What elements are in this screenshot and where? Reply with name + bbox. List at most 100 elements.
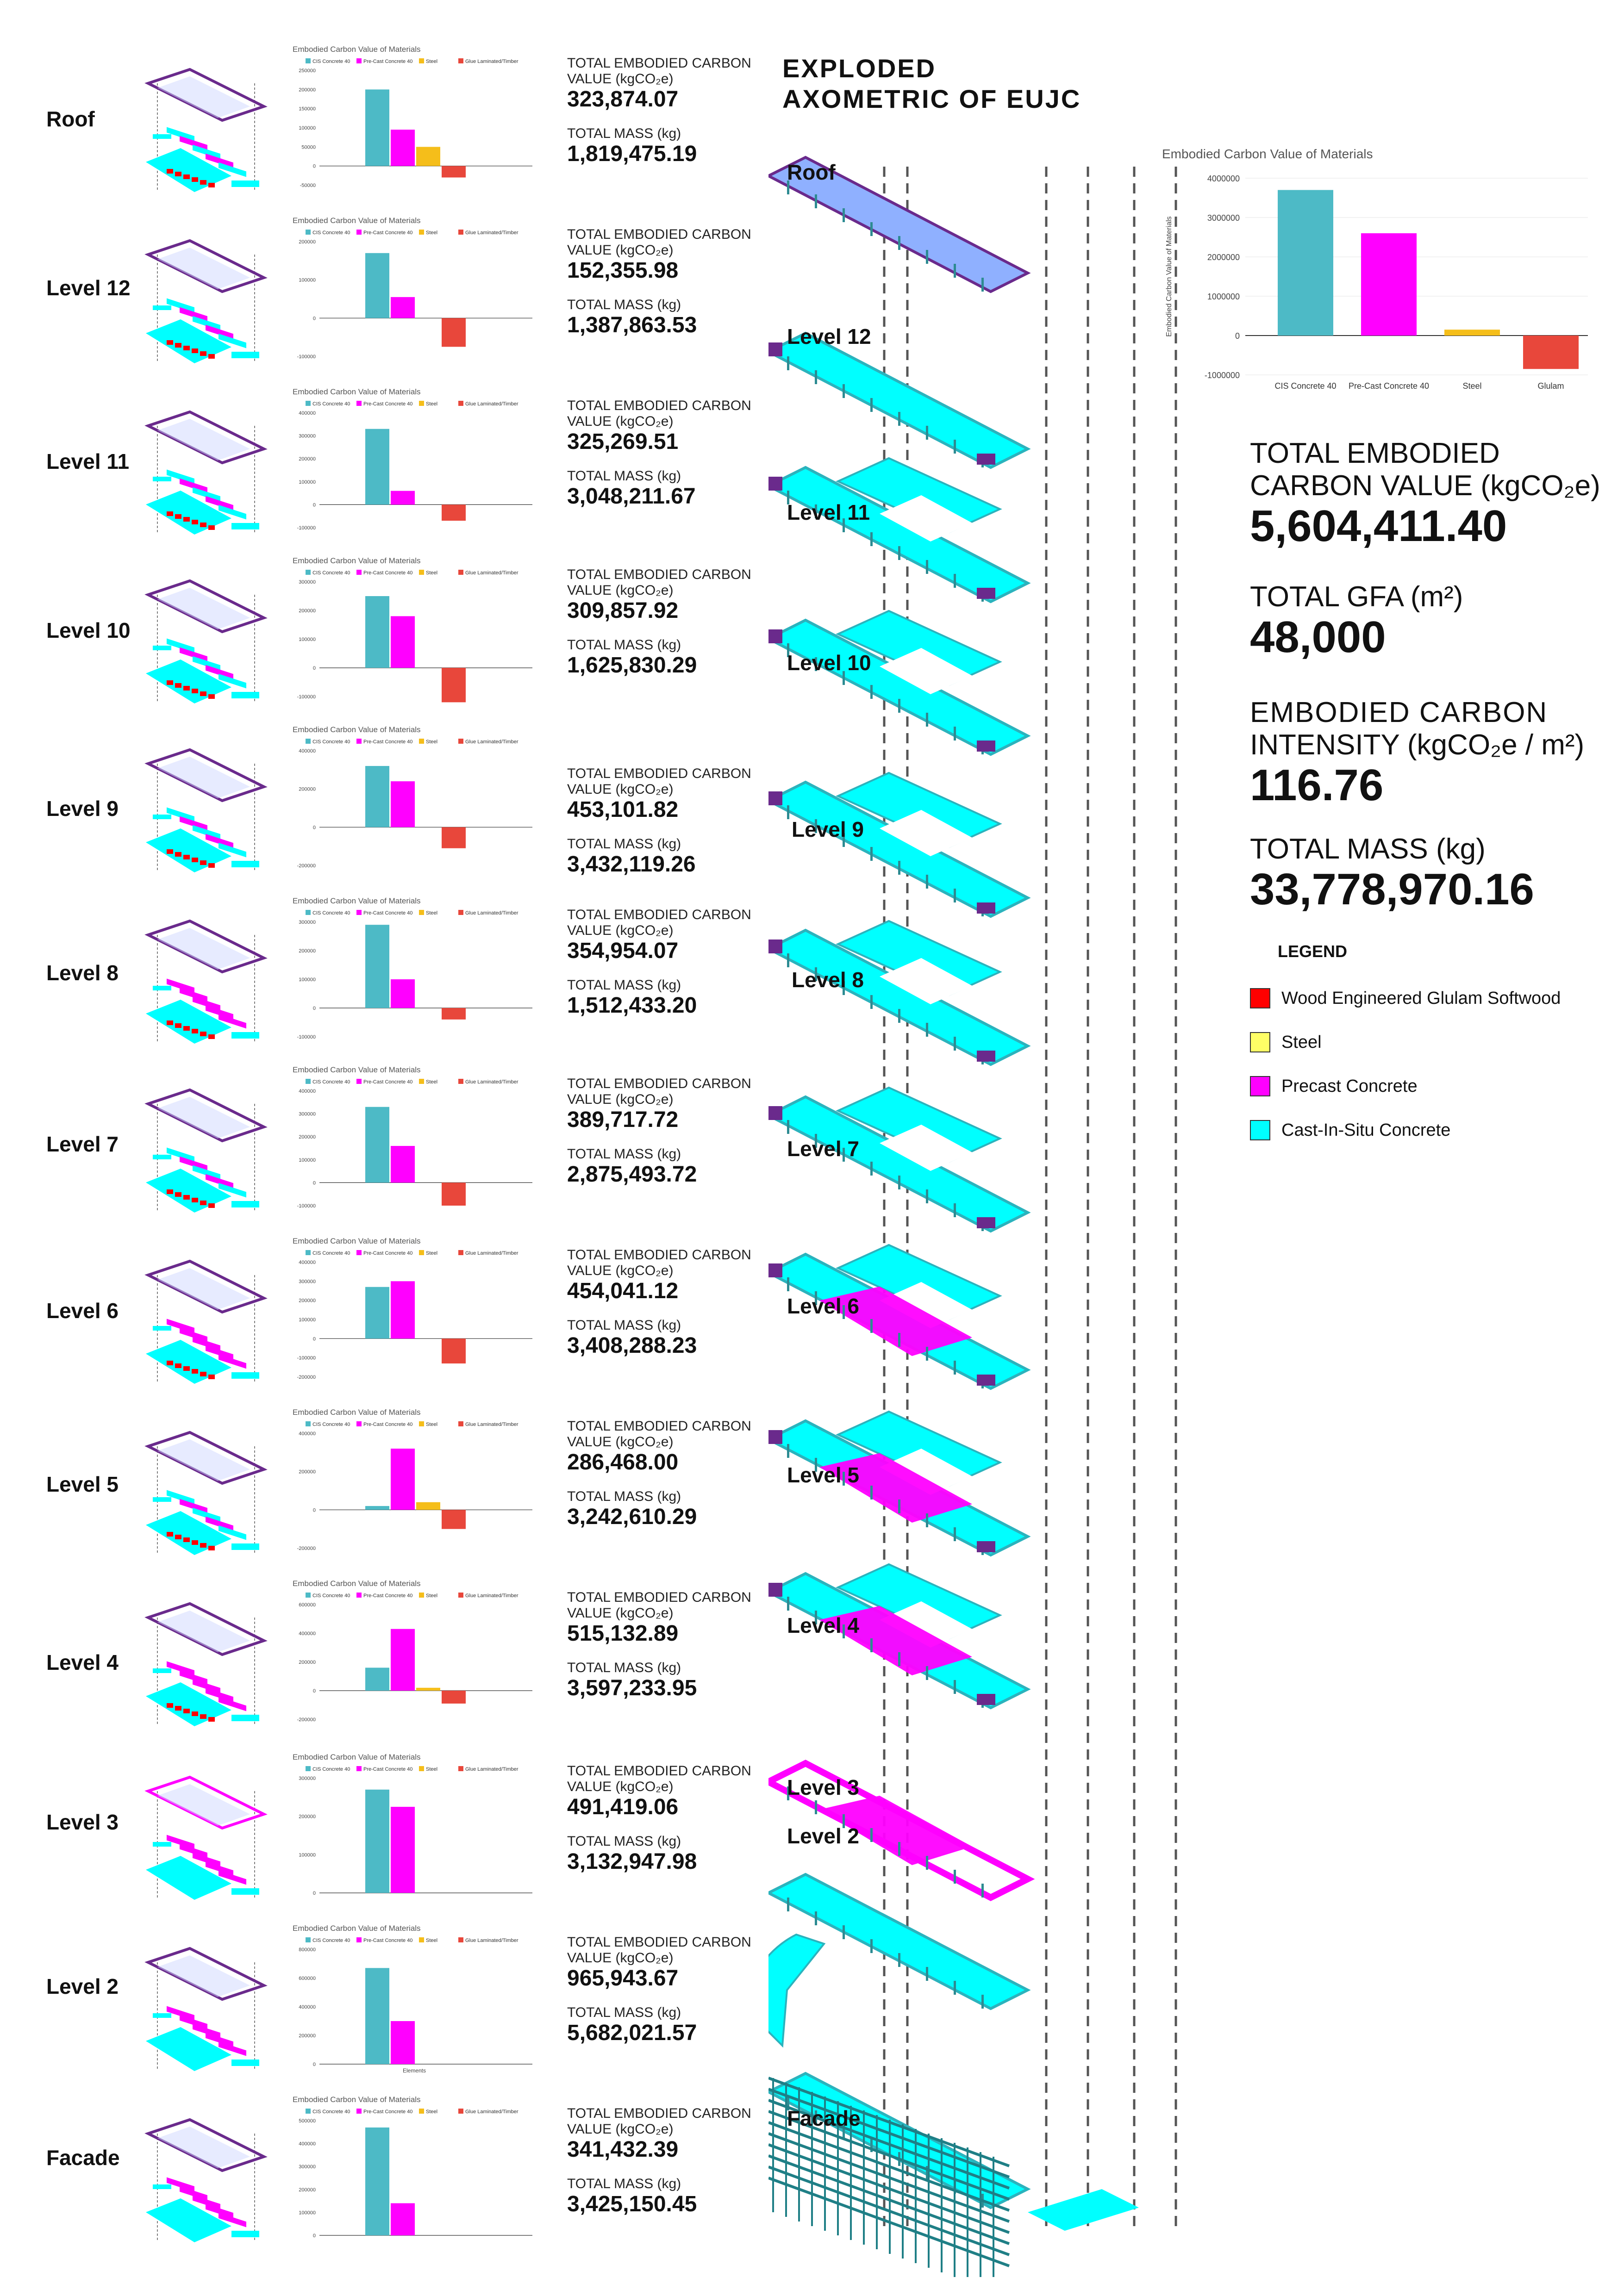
stat-spacer [567, 1475, 751, 1489]
mini-legend-swatch [306, 58, 311, 63]
mini-legend-label: Pre-Cast Concrete 40 [363, 1593, 412, 1599]
thumb-piece [153, 2013, 171, 2018]
thumb-top-slab [144, 1259, 268, 1314]
axo-edge-structure [977, 588, 995, 599]
mini-legend-label: Pre-Cast Concrete 40 [363, 1079, 412, 1085]
thumb-member [193, 1507, 220, 1523]
axo-column [926, 2166, 928, 2180]
thumb-member [193, 656, 220, 671]
mini-legend-label: Glue Laminated/Timber [465, 570, 518, 576]
mini-chart-title: Embodied Carbon Value of Materials [293, 1579, 421, 1588]
mini-legend-swatch [356, 1593, 362, 1598]
thumb-glulam [200, 1714, 206, 1719]
thumb-piece [231, 2060, 259, 2066]
mini-bar [365, 2127, 389, 2235]
thumb-glulam [175, 172, 181, 176]
stat-spacer [567, 1820, 751, 1834]
axo-column [843, 1305, 845, 1319]
axo-level-label: Level 11 [787, 500, 870, 524]
thumb-glulam [192, 1029, 198, 1033]
level-thumbnail [144, 1088, 268, 1213]
main-y-tick: 2000000 [1207, 253, 1240, 262]
thumb-bottom-slab [146, 828, 231, 872]
mini-y-tick: -200000 [297, 1375, 316, 1380]
mini-y-tick: 200000 [299, 1469, 316, 1475]
mini-legend-swatch [356, 739, 362, 744]
thumb-member [206, 1174, 233, 1189]
level-carbon-value: 354,954.07 [567, 939, 679, 963]
mini-legend-swatch [306, 570, 311, 575]
thumb-member [180, 2015, 207, 2030]
carbon-caption-2: VALUE (kgCO₂e) [567, 2122, 674, 2137]
mini-legend-label: CIS Concrete 40 [312, 59, 350, 64]
mini-bar [365, 429, 389, 505]
mini-bar [365, 1287, 389, 1339]
mini-y-tick: 250000 [299, 68, 316, 74]
axo-column [926, 875, 928, 889]
mini-bar [365, 1668, 389, 1691]
axo-column [954, 1680, 956, 1694]
level-mass-value: 2,875,493.72 [567, 1162, 697, 1187]
level-carbon-value: 323,874.07 [567, 87, 679, 112]
mini-legend-label: Glue Laminated/Timber [465, 739, 518, 745]
thumb-glulam [167, 1703, 173, 1708]
mini-y-tick: 300000 [299, 1776, 316, 1781]
axo-column [981, 1884, 984, 1898]
thumb-member [219, 1696, 246, 1711]
thumb-member [193, 1679, 220, 1694]
mini-legend-label: Glue Laminated/Timber [465, 1938, 518, 1943]
thumb-piece [153, 646, 171, 650]
axo-column [870, 1638, 873, 1652]
axo-column [870, 398, 873, 412]
thumb-piece [153, 1326, 171, 1331]
axo-column [815, 1800, 817, 1814]
mini-bar [391, 2203, 415, 2235]
thumb-glulam [183, 517, 190, 522]
mini-legend-label: Pre-Cast Concrete 40 [363, 1767, 412, 1772]
mini-y-tick: 200000 [299, 1660, 316, 1665]
mini-y-tick: 200000 [299, 239, 316, 245]
mini-legend-swatch [306, 910, 311, 915]
axo-column [954, 1037, 956, 1051]
carbon-caption-2: VALUE (kgCO₂e) [567, 1092, 674, 1107]
thumb-piece [231, 2231, 259, 2237]
level-stats: TOTAL EMBODIED CARBON VALUE (kgCO₂e) 354,9… [567, 907, 751, 1018]
axo-column [870, 532, 873, 546]
mini-y-tick: 200000 [299, 1814, 316, 1820]
mini-legend-label: Glue Laminated/Timber [465, 1079, 518, 1085]
axo-column [954, 264, 956, 278]
mini-legend-label: Glue Laminated/Timber [465, 230, 518, 236]
stat-spacer [567, 1646, 751, 1660]
axo-precast-area [819, 1453, 972, 1523]
mini-legend-swatch [306, 1937, 311, 1942]
thumb-piece [153, 1497, 171, 1502]
carbon-caption-1: TOTAL EMBODIED CARBON [567, 56, 751, 71]
mini-bar [391, 130, 415, 166]
level-thumbnail [144, 748, 268, 872]
mini-legend-swatch [419, 910, 424, 915]
mini-bar [442, 1691, 466, 1704]
main-y-tick: 1000000 [1207, 292, 1240, 301]
level-label: Level 12 [46, 276, 131, 300]
mini-bar [391, 491, 415, 505]
thumb-bottom-slab [146, 491, 231, 535]
axo-slab-plate [768, 156, 1031, 293]
main-category-label: Pre-Cast Concrete 40 [1349, 381, 1429, 391]
level-label: Level 8 [46, 961, 119, 985]
mini-y-tick: -100000 [297, 354, 316, 360]
thumb-glulam [192, 348, 198, 353]
thumb-top-fill [157, 588, 250, 629]
legend-label: Wood Engineered Glulam Softwood [1281, 988, 1561, 1008]
mini-y-tick: 500000 [299, 2118, 316, 2124]
mini-bar [442, 504, 466, 521]
mini-legend-label: Pre-Cast Concrete 40 [363, 739, 412, 745]
mini-legend-label: Pre-Cast Concrete 40 [363, 1938, 412, 1943]
axo-column [898, 1333, 900, 1347]
axo-edge-structure [768, 342, 782, 356]
thumb-member [193, 2195, 220, 2210]
axo-slab-plate [768, 928, 1031, 1066]
level-thumbnail [144, 239, 268, 363]
summary-intensity-caption-1: EMBODIED CARBON [1250, 697, 1548, 728]
mini-bar [365, 253, 389, 318]
mini-bar [442, 1510, 466, 1529]
